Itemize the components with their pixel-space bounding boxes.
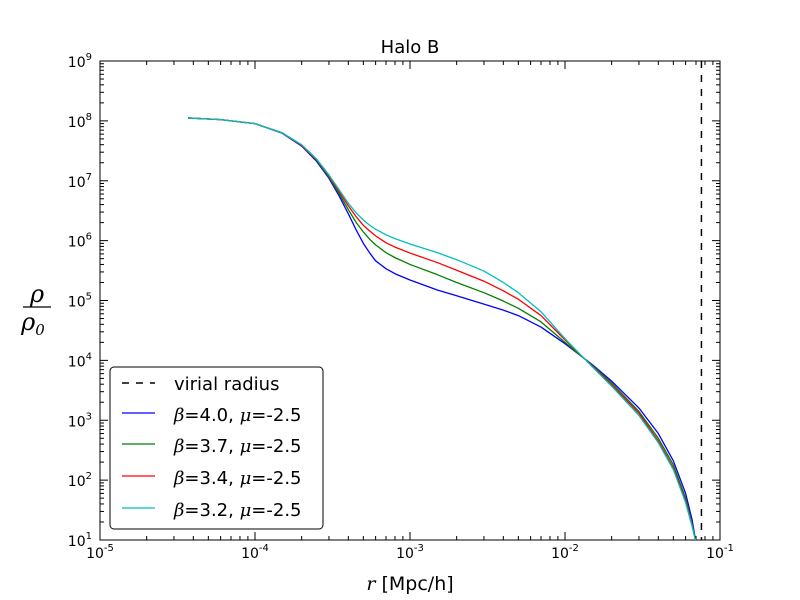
x-axis-label-units: [Mpc/h] xyxy=(375,573,453,595)
y-tick-label: 107 xyxy=(68,172,92,191)
legend-label-virial-radius: virial radius xyxy=(174,374,279,395)
legend: virial radius β=4.0, μ=-2.5 β=3.7, μ=-2.… xyxy=(109,366,324,530)
series-line-4 xyxy=(188,117,697,540)
legend-label-series-3: β=3.4, μ=-2.5 xyxy=(173,468,302,489)
series-line-1 xyxy=(188,117,697,540)
x-tick-label: 10-4 xyxy=(241,543,269,562)
legend-label-series-1: β=4.0, μ=-2.5 xyxy=(173,405,302,426)
legend-label-series-4: β=3.2, μ=-2.5 xyxy=(173,500,302,521)
y-tick-label: 106 xyxy=(68,232,92,251)
y-tick-label: 108 xyxy=(68,112,92,131)
y-tick-label: 102 xyxy=(68,471,92,490)
x-tick-label: 10-3 xyxy=(396,543,424,562)
x-axis-label: r [Mpc/h] xyxy=(366,573,453,595)
y-tick-label: 101 xyxy=(68,531,92,550)
x-axis-label-symbol: r xyxy=(366,573,377,595)
y-tick-label: 109 xyxy=(68,52,92,71)
chart-title: Halo B xyxy=(381,37,440,58)
series-lines xyxy=(188,61,703,540)
y-axis-label-denominator: ρ0 xyxy=(20,308,45,339)
axes-ticks: 10-5 10-4 10-3 10-2 10-1 101 102 103 104 105 106 10… xyxy=(68,52,734,562)
x-tick-label: 10-1 xyxy=(706,543,734,562)
x-tick-label: 10-5 xyxy=(86,543,114,562)
y-tick-label: 104 xyxy=(68,351,92,370)
y-axis-label-numerator: ρ xyxy=(29,280,44,308)
x-tick-label: 10-2 xyxy=(551,543,579,562)
y-axis-label: ρ ρ0 xyxy=(20,280,51,339)
y-tick-label: 103 xyxy=(68,411,92,430)
y-tick-label: 105 xyxy=(68,292,92,311)
legend-box xyxy=(109,366,324,530)
legend-label-series-2: β=3.7, μ=-2.5 xyxy=(173,436,302,457)
